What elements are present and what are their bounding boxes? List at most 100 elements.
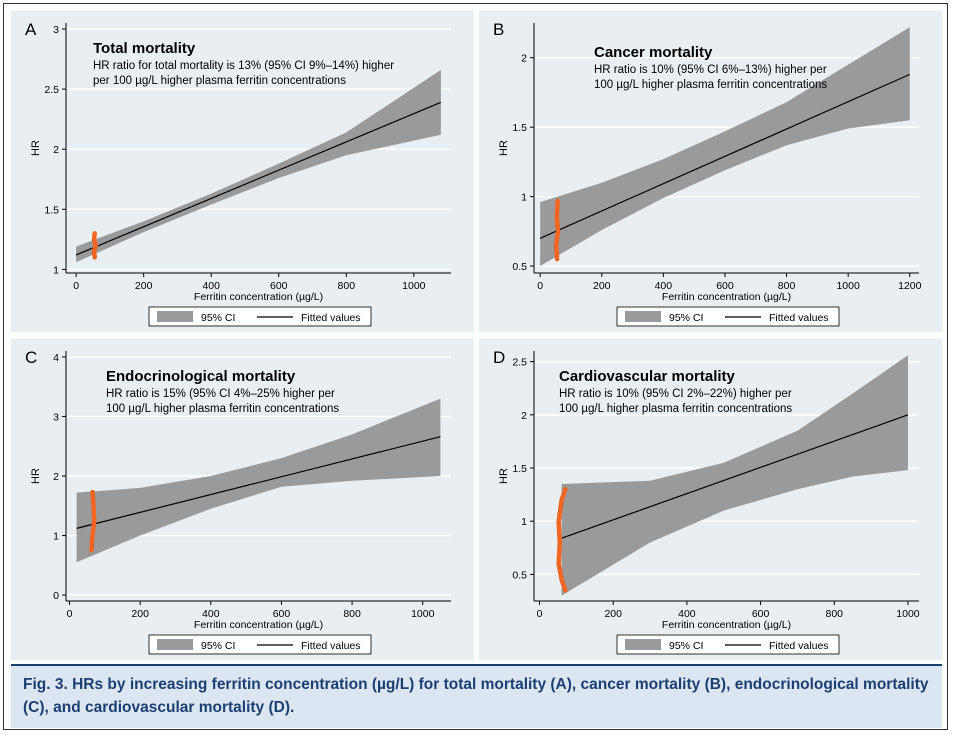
x-tick-label: 0 xyxy=(537,280,543,292)
chart-total-mortality: A 1 1.5 2 2.5 3 0 200 400 600 800 1000 Ferritin conc… xyxy=(11,11,474,332)
legend-fitted-label: Fitted values xyxy=(301,640,361,652)
x-tick-label: 0 xyxy=(67,608,73,620)
legend-ci-swatch xyxy=(625,639,661,650)
x-tick-label: 800 xyxy=(778,280,796,292)
y-tick-label: 0.5 xyxy=(512,569,527,581)
y-tick-label: 1.5 xyxy=(512,122,527,134)
chart-cancer-mortality: B 0.5 1 1.5 2 0 200 400 600 800 1000 1200 Ferritin c… xyxy=(479,11,942,332)
caption-text: HRs by increasing ferritin concentration… xyxy=(23,676,929,716)
x-tick-label: 0 xyxy=(73,280,79,292)
legend-fitted-label: Fitted values xyxy=(769,312,829,324)
y-tick-label: 0 xyxy=(53,590,59,602)
fitted-line xyxy=(561,414,909,539)
panel-c: C 0 1 2 3 4 0 200 400 600 800 1000 Ferritin concentr… xyxy=(11,339,474,660)
legend-ci-swatch xyxy=(157,639,193,650)
legend-ci-label: 95% CI xyxy=(201,640,235,652)
x-tick-label: 200 xyxy=(135,280,153,292)
panel-a: A 1 1.5 2 2.5 3 0 200 400 600 800 1000 Ferritin conc… xyxy=(11,11,474,332)
x-tick-label: 800 xyxy=(825,608,843,620)
chart-annotation: 100 µg/L higher plasma ferritin concentr… xyxy=(106,403,339,415)
ci-band xyxy=(76,398,441,563)
panel-d: D 0.5 1 1.5 2 2.5 0 200 400 600 800 1000 Ferritin co… xyxy=(479,339,942,660)
figure-frame: A 1 1.5 2 2.5 3 0 200 400 600 800 1000 Ferritin conc… xyxy=(3,3,948,730)
y-tick-label: 1 xyxy=(521,516,527,528)
legend-ci-label: 95% CI xyxy=(669,312,703,324)
panel-background xyxy=(11,11,474,332)
ci-band xyxy=(561,355,908,596)
chart-annotation: HR ratio is 10% (95% CI 2%–22%) higher p… xyxy=(559,388,792,400)
x-tick-label: 200 xyxy=(604,608,622,620)
y-tick-label: 1 xyxy=(53,531,59,543)
chart-title: Cancer mortality xyxy=(594,44,713,61)
chart-cardiovascular-mortality: D 0.5 1 1.5 2 2.5 0 200 400 600 800 1000 Ferritin co… xyxy=(479,339,942,660)
panel-letter: C xyxy=(25,348,37,367)
chart-title: Total mortality xyxy=(93,40,196,57)
x-tick-label: 400 xyxy=(678,608,696,620)
figure-area: A 1 1.5 2 2.5 3 0 200 400 600 800 1000 Ferritin conc… xyxy=(11,11,942,660)
panel-letter: B xyxy=(493,20,504,39)
legend-fitted-label: Fitted values xyxy=(769,640,829,652)
x-axis-label: Ferritin concentration (µg/L) xyxy=(662,291,791,303)
ferritin-marker xyxy=(553,198,561,262)
y-axis-label: HR xyxy=(30,468,42,484)
y-tick-label: 1.5 xyxy=(44,204,59,216)
legend-ci-swatch xyxy=(157,311,193,322)
y-tick-label: 2 xyxy=(53,471,59,483)
chart-endocrinological-mortality: C 0 1 2 3 4 0 200 400 600 800 1000 Ferritin concentr… xyxy=(11,339,474,660)
chart-annotation: HR ratio is 15% (95% CI 4%–25% higher pe… xyxy=(106,388,335,400)
y-tick-label: 2 xyxy=(53,144,59,156)
y-tick-label: 2 xyxy=(521,410,527,422)
x-tick-label: 0 xyxy=(537,608,543,620)
x-tick-label: 600 xyxy=(752,608,770,620)
legend-ci-swatch xyxy=(625,311,661,322)
chart-annotation: 100 µg/L higher plasma ferritin concentr… xyxy=(559,403,792,415)
y-tick-label: 1.5 xyxy=(512,463,527,475)
chart-annotation: HR ratio for total mortality is 13% (95%… xyxy=(93,60,394,72)
x-tick-label: 1000 xyxy=(836,280,860,292)
x-axis-label: Ferritin concentration (µg/L) xyxy=(194,291,323,303)
x-tick-label: 600 xyxy=(270,280,288,292)
y-tick-label: 1 xyxy=(521,192,527,204)
caption-label: Fig. 3. xyxy=(23,676,68,693)
x-tick-label: 600 xyxy=(273,608,291,620)
x-tick-label: 400 xyxy=(202,280,220,292)
y-tick-label: 4 xyxy=(53,352,59,364)
x-tick-label: 1000 xyxy=(402,280,426,292)
ferritin-marker xyxy=(556,487,568,593)
y-axis-label: HR xyxy=(498,140,510,156)
x-tick-label: 1200 xyxy=(898,280,922,292)
x-tick-label: 1000 xyxy=(896,608,920,620)
x-tick-label: 800 xyxy=(343,608,361,620)
fitted-line xyxy=(76,436,441,529)
ferritin-marker xyxy=(91,231,98,260)
y-axis-label: HR xyxy=(498,468,510,484)
ci-band xyxy=(76,69,441,263)
x-axis-label: Ferritin concentration (µg/L) xyxy=(662,619,791,631)
x-tick-label: 1000 xyxy=(411,608,435,620)
chart-annotation: 100 µg/L higher plasma ferritin concentr… xyxy=(594,79,827,91)
legend-ci-label: 95% CI xyxy=(669,640,703,652)
y-tick-label: 3 xyxy=(53,411,59,423)
chart-annotation: per 100 µg/L higher plasma ferritin conc… xyxy=(93,75,346,87)
y-tick-label: 2 xyxy=(521,53,527,65)
ferritin-marker xyxy=(89,489,97,553)
x-tick-label: 200 xyxy=(593,280,611,292)
legend-fitted-label: Fitted values xyxy=(301,312,361,324)
x-tick-label: 600 xyxy=(716,280,734,292)
fitted-line xyxy=(539,73,911,239)
y-tick-label: 0.5 xyxy=(512,261,527,273)
ci-band xyxy=(540,27,910,267)
y-tick-label: 1 xyxy=(53,264,59,276)
x-tick-label: 400 xyxy=(202,608,220,620)
panel-letter: A xyxy=(25,20,37,39)
x-tick-label: 800 xyxy=(338,280,356,292)
y-tick-label: 2.5 xyxy=(44,84,59,96)
chart-title: Cardiovascular mortality xyxy=(559,368,736,385)
fitted-line xyxy=(75,101,442,256)
figure-caption: Fig. 3. HRs by increasing ferritin conce… xyxy=(11,664,942,728)
x-axis-label: Ferritin concentration (µg/L) xyxy=(194,619,323,631)
legend-ci-label: 95% CI xyxy=(201,312,235,324)
y-tick-label: 3 xyxy=(53,24,59,36)
y-tick-label: 2.5 xyxy=(512,357,527,369)
x-tick-label: 400 xyxy=(655,280,673,292)
